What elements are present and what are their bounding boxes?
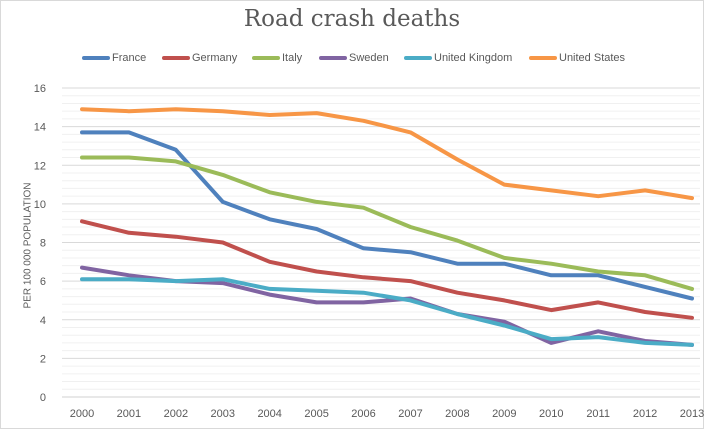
x-tick-label: 2013 bbox=[680, 408, 704, 420]
y-tick-label: 10 bbox=[34, 199, 46, 211]
legend-swatch-united-states bbox=[529, 56, 557, 60]
legend-swatch-germany bbox=[162, 56, 190, 60]
legend-item-united-states[interactable]: United States bbox=[529, 52, 625, 64]
legend-label-united-states: United States bbox=[559, 52, 626, 64]
series-line-france[interactable] bbox=[80, 130, 694, 301]
x-tick-label: 2011 bbox=[586, 408, 610, 420]
x-tick-label: 2005 bbox=[304, 408, 328, 420]
x-tick-label: 2000 bbox=[70, 408, 94, 420]
legend-item-italy[interactable]: Italy bbox=[252, 52, 302, 64]
x-tick-label: 2012 bbox=[633, 408, 657, 420]
legend-swatch-sweden bbox=[319, 56, 347, 60]
y-tick-label: 0 bbox=[40, 392, 46, 404]
minor-gridlines bbox=[62, 95, 700, 390]
legend-item-united-kingdom[interactable]: United Kingdom bbox=[404, 52, 512, 64]
y-tick-label: 2 bbox=[40, 353, 46, 365]
major-gridlines bbox=[62, 87, 700, 398]
y-tick-label: 4 bbox=[40, 315, 46, 327]
x-tick-label: 2007 bbox=[398, 408, 422, 420]
x-tick-labels: 2000 2001 2002 2003 2004 2005 2006 2007 2008 2009… bbox=[70, 408, 704, 420]
legend-label-sweden: Sweden bbox=[349, 52, 389, 64]
x-tick-label: 2008 bbox=[445, 408, 469, 420]
x-tick-label: 2009 bbox=[492, 408, 516, 420]
x-tick-label: 2006 bbox=[351, 408, 375, 420]
y-tick-label: 16 bbox=[34, 83, 46, 95]
chart-title: Road crash deaths bbox=[243, 6, 461, 32]
x-tick-label: 2004 bbox=[257, 408, 281, 420]
legend-swatch-italy bbox=[252, 56, 280, 60]
series-line-united-states[interactable] bbox=[80, 107, 694, 201]
y-tick-label: 6 bbox=[40, 276, 46, 288]
series-line-germany[interactable] bbox=[80, 219, 694, 320]
legend-label-germany: Germany bbox=[192, 52, 238, 64]
y-tick-labels: 0 2 4 6 8 10 12 14 16 bbox=[34, 83, 46, 404]
y-tick-label: 8 bbox=[40, 238, 46, 250]
legend-label-france: France bbox=[112, 52, 147, 64]
legend: France Germany Italy Sweden United Kingd… bbox=[0, 52, 704, 72]
x-tick-label: 2002 bbox=[164, 408, 188, 420]
legend-item-france[interactable]: France bbox=[82, 52, 146, 64]
legend-label-united-kingdom: United Kingdom bbox=[434, 52, 513, 64]
x-tick-label: 2001 bbox=[117, 408, 141, 420]
x-tick-label: 2010 bbox=[539, 408, 563, 420]
series-line-united-kingdom[interactable] bbox=[80, 277, 694, 347]
series-line-italy[interactable] bbox=[80, 155, 694, 291]
legend-swatch-united-kingdom bbox=[404, 56, 432, 60]
y-tick-label: 12 bbox=[34, 160, 46, 172]
legend-item-sweden[interactable]: Sweden bbox=[319, 52, 389, 64]
legend-item-germany[interactable]: Germany bbox=[162, 52, 237, 64]
legend-swatch-france bbox=[82, 56, 110, 60]
legend-label-italy: Italy bbox=[282, 52, 303, 64]
x-tick-label: 2003 bbox=[211, 408, 235, 420]
y-tick-label: 14 bbox=[34, 122, 46, 134]
series-lines bbox=[80, 107, 694, 347]
